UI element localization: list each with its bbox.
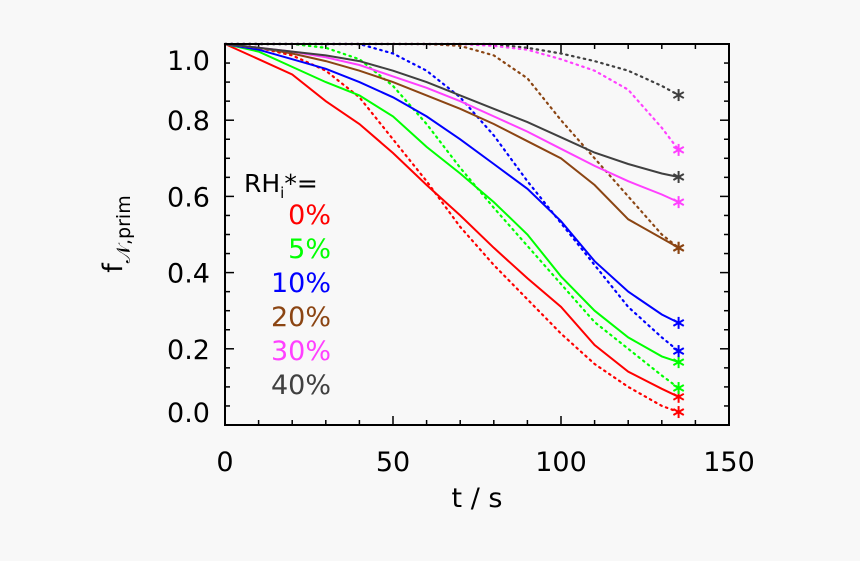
series-solid-line [224,43,680,324]
y-tick-label: 0.6 [167,182,210,213]
y-axis-label-sub: 𝒩,prim [113,195,135,263]
marker-stroke [672,173,685,181]
x-axis-label: t / s [452,483,503,514]
x-tick-label: 50 [376,447,410,478]
series-solid-line [224,43,680,398]
asterisk-marker [672,345,685,358]
marker-stroke [672,319,685,327]
x-tick-labels: 0 50 100 150 [216,447,754,478]
legend-entry: 5% [288,234,331,265]
asterisk-marker [672,89,685,102]
legend-entry: 0% [288,200,331,231]
marker-stroke [672,347,685,355]
series-dotted-line [223,42,680,414]
y-tick-label: 0.4 [167,259,210,290]
marker-stroke [672,243,685,252]
series-solid-line [224,43,679,178]
legend-entry: 40% [271,370,331,401]
marker-stroke [672,408,685,416]
legend-title-sub: i [280,184,284,202]
plot-frame [224,43,730,426]
series-dotted-line [223,42,680,390]
legend-entry: 20% [271,302,331,333]
marker-stroke [672,392,685,401]
end-markers [672,89,685,419]
series-solid-line [224,43,679,364]
asterisk-marker [672,241,685,254]
y-tick-label: 0.8 [167,106,210,137]
marker-stroke [672,384,685,392]
legend: RHi*= 0%5%10%20%30%40% [244,169,331,401]
asterisk-marker [672,170,685,183]
asterisk-marker [672,196,685,209]
marker-stroke [672,146,685,154]
y-tick-label: 1.0 [167,46,210,77]
x-tick-label: 0 [216,447,233,478]
legend-entry: 30% [271,336,331,367]
legend-title-main: RH [244,169,280,198]
y-tick-labels: 0.0 0.2 0.4 0.6 0.8 1.0 [167,46,210,429]
series-solid-line [224,43,680,249]
y-tick-label: 0.0 [167,398,210,429]
x-tick-label: 150 [703,447,755,478]
y-axis-label: f𝒩,prim [98,195,135,272]
marker-stroke [672,358,685,367]
y-axis-label-main: f [98,262,129,273]
legend-title: RHi*= [244,169,318,202]
asterisk-marker [672,356,685,369]
asterisk-marker [672,143,685,156]
marker-stroke [672,198,685,206]
asterisk-marker [672,316,685,329]
legend-entry: 10% [271,268,331,299]
y-tick-label: 0.2 [167,335,210,366]
asterisk-marker [672,382,685,395]
x-tick-label: 100 [535,447,587,478]
legend-title-suffix: *= [284,169,317,198]
marker-stroke [672,91,685,99]
asterisk-marker [672,406,685,419]
